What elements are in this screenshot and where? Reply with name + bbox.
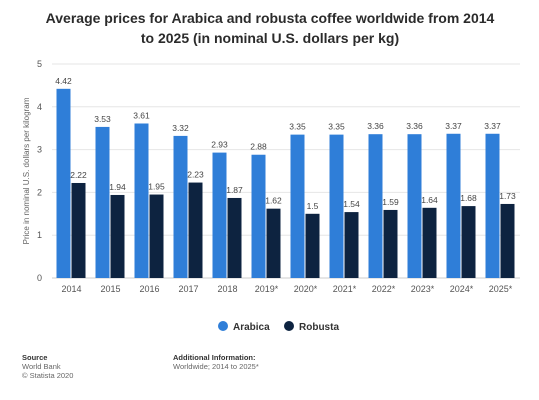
bars: 4.42 2.22 3.53 1.94 3.61 1.95 3.32 2.23 2.93 1.87…: [55, 76, 516, 278]
legend-marker-arabica: [218, 321, 228, 331]
bar-arabica[interactable]: [290, 134, 305, 278]
data-label: 3.36: [406, 121, 423, 131]
legend-marker-robusta: [284, 321, 294, 331]
source-block: Source World Bank © Statista 2020: [22, 353, 73, 380]
data-label: 3.37: [445, 121, 462, 131]
bar-robusta[interactable]: [422, 207, 437, 278]
x-tick-label: 2015: [100, 284, 120, 294]
x-tick-label: 2023*: [411, 284, 435, 294]
data-label: 3.36: [367, 121, 384, 131]
bar-arabica[interactable]: [95, 126, 110, 278]
y-axis-label: Price in nominal U.S. dollars per kilogr…: [22, 97, 31, 244]
copyright-line: © Statista 2020: [22, 371, 74, 380]
x-tick-label: 2016: [139, 284, 159, 294]
legend-label-arabica[interactable]: Arabica: [233, 322, 270, 333]
bar-robusta[interactable]: [305, 213, 320, 278]
info-heading: Additional Information:: [173, 353, 256, 362]
source-heading: Source: [22, 353, 48, 362]
bar-robusta[interactable]: [344, 212, 359, 278]
y-tick-label: 5: [37, 59, 42, 69]
legend-label-robusta[interactable]: Robusta: [299, 322, 339, 333]
gridlines: [52, 63, 520, 279]
data-label: 1.73: [499, 191, 516, 201]
y-axis-ticks: 0 1 2 3 4 5: [37, 59, 42, 283]
bar-robusta[interactable]: [188, 182, 203, 278]
data-label: 2.88: [250, 142, 267, 152]
info-line: Worldwide; 2014 to 2025*: [173, 362, 259, 371]
bar-robusta[interactable]: [71, 182, 86, 278]
bar-robusta[interactable]: [149, 194, 164, 278]
source-line: World Bank: [22, 362, 61, 371]
x-tick-label: 2021*: [333, 284, 357, 294]
x-tick-label: 2022*: [372, 284, 396, 294]
data-label: 3.32: [172, 123, 189, 133]
data-label: 1.5: [307, 201, 319, 211]
bar-arabica[interactable]: [329, 134, 344, 278]
chart-title: Average prices for Arabica and robusta c…: [45, 10, 495, 46]
data-label: 1.95: [148, 182, 165, 192]
additional-info-block: Additional Information: Worldwide; 2014 …: [173, 353, 259, 371]
bar-arabica[interactable]: [134, 123, 149, 278]
bar-chart: 0 1 2 3 4 5 Price in nominal U.S. dollars per…: [22, 59, 520, 333]
data-label: 3.35: [328, 122, 345, 132]
x-tick-label: 2014: [61, 284, 81, 294]
bar-arabica[interactable]: [368, 134, 383, 278]
data-label: 3.37: [484, 121, 501, 131]
x-tick-label: 2024*: [450, 284, 474, 294]
bar-robusta[interactable]: [461, 206, 476, 278]
bar-robusta[interactable]: [500, 203, 515, 278]
x-axis-ticks: 2014 2015 2016 2017 2018 2019* 2020* 2021* 2022*…: [61, 284, 512, 294]
data-label: 2.93: [211, 140, 228, 150]
data-label: 3.35: [289, 122, 306, 132]
bar-robusta[interactable]: [266, 208, 281, 278]
x-tick-label: 2018: [217, 284, 237, 294]
y-tick-label: 2: [37, 187, 42, 197]
bar-arabica[interactable]: [212, 152, 227, 278]
bar-robusta[interactable]: [110, 194, 125, 278]
bar-robusta[interactable]: [227, 197, 242, 278]
data-label: 3.53: [94, 114, 111, 124]
y-tick-label: 4: [37, 102, 42, 112]
bar-robusta[interactable]: [383, 209, 398, 278]
bar-arabica[interactable]: [56, 88, 71, 278]
data-label: 1.59: [382, 197, 399, 207]
bar-arabica[interactable]: [173, 135, 188, 278]
data-label: 2.22: [70, 170, 87, 180]
data-label: 3.61: [133, 110, 150, 120]
x-tick-label: 2020*: [294, 284, 318, 294]
legend[interactable]: Arabica Robusta: [218, 321, 339, 333]
bar-arabica[interactable]: [407, 134, 422, 278]
y-tick-label: 3: [37, 145, 42, 155]
x-tick-label: 2019*: [255, 284, 279, 294]
bar-arabica[interactable]: [485, 133, 500, 278]
data-label: 2.23: [187, 170, 204, 180]
data-label: 1.68: [460, 193, 477, 203]
data-label: 1.54: [343, 199, 360, 209]
data-label: 1.94: [109, 182, 126, 192]
y-tick-label: 1: [37, 230, 42, 240]
data-label: 4.42: [55, 76, 72, 86]
data-label: 1.64: [421, 195, 438, 205]
data-label: 1.62: [265, 196, 282, 206]
data-label: 1.87: [226, 185, 243, 195]
bar-arabica[interactable]: [251, 154, 266, 278]
x-tick-label: 2017: [178, 284, 198, 294]
y-tick-label: 0: [37, 273, 42, 283]
bar-arabica[interactable]: [446, 133, 461, 278]
x-tick-label: 2025*: [489, 284, 513, 294]
